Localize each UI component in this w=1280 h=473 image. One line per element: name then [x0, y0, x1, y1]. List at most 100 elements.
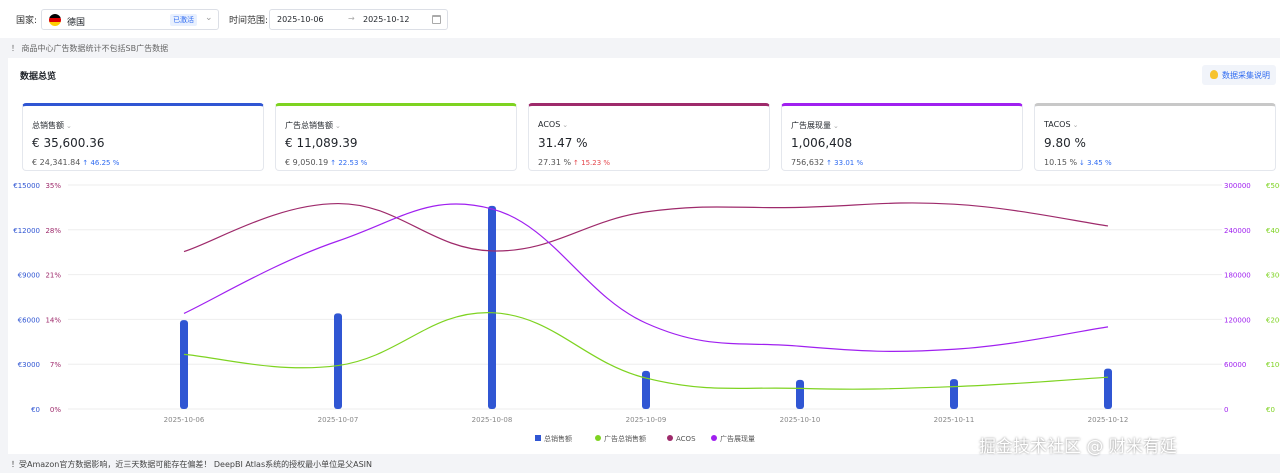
legend-marker [667, 435, 673, 441]
metric-previous: 27.31 % ↑ 15.23 % [538, 158, 611, 167]
axis-tick-label: 14% [45, 316, 61, 324]
metric-change: ↑ 22.53 % [330, 159, 368, 167]
axis-tick-label: 21% [45, 272, 61, 280]
arrow-right-icon: → [348, 14, 355, 23]
axis-tick-label: €5000 [1266, 182, 1280, 190]
bar-total-sales [796, 379, 804, 409]
x-tick-label: 2025-10-10 [780, 416, 821, 424]
metric-change: ↓ 3.45 % [1079, 159, 1112, 167]
ad-data-notice: ！ 商品中心广告数据统计不包括SB广告数据 [11, 44, 169, 53]
chevron-down-icon: ⌄ [205, 13, 213, 23]
filter-bar: 国家: 德国 已激活 ⌄ 时间范围: 2025-10-06 → 2025-10-… [0, 0, 1280, 38]
metric-card: 总销售额 ⌄ € 35,600.36 € 24,341.84 ↑ 46.25 % [22, 103, 264, 171]
x-tick-label: 2025-10-11 [934, 416, 975, 424]
bar-total-sales [334, 313, 342, 409]
axis-tick-label: 120000 [1224, 316, 1251, 324]
metric-card: TACOS ⌄ 9.80 % 10.15 % ↓ 3.45 % [1034, 103, 1276, 171]
axis-tick-label: €2000 [1266, 316, 1280, 324]
metric-previous: € 9,050.19 ↑ 22.53 % [285, 158, 368, 167]
chevron-down-icon[interactable]: ⌄ [335, 122, 341, 130]
axis-tick-label: 0 [1224, 406, 1228, 414]
series-line-广告总销售额 [183, 312, 1109, 390]
series-line-ACOS [183, 202, 1109, 253]
metric-value: 31.47 % [538, 136, 588, 150]
axis-tick-label: 60000 [1224, 361, 1246, 369]
metric-value: 1,006,408 [791, 136, 853, 150]
series-line-广告展现量 [183, 203, 1109, 353]
axis-tick-label: 180000 [1224, 272, 1251, 280]
axis-tick-label: €6000 [18, 316, 40, 324]
legend-label: 广告总销售额 [604, 434, 646, 443]
axis-tick-label: €3000 [1266, 272, 1280, 280]
bar-total-sales [642, 370, 650, 409]
metric-title[interactable]: 广告总销售额 ⌄ [285, 121, 341, 130]
country-value: 德国 [67, 18, 86, 28]
date-end[interactable]: 2025-10-12 [363, 15, 410, 24]
x-tick-label: 2025-10-12 [1088, 416, 1129, 424]
metric-card: 广告总销售额 ⌄ € 11,089.39 € 9,050.19 ↑ 22.53 % [275, 103, 517, 171]
metric-previous: 756,632 ↑ 33.01 % [791, 158, 864, 167]
data-collection-help-button[interactable]: 数据采集说明 [1202, 65, 1276, 85]
overview-chart: €0 €3000 €6000 €9000 €12000 €15000 0% 7% 14% 21% 2… [13, 182, 1280, 443]
axis-tick-label: 240000 [1224, 227, 1251, 235]
chevron-down-icon[interactable]: ⌄ [66, 122, 72, 130]
section-title: 数据总览 [20, 72, 57, 82]
watermark: 掘金技术社区 @ 财米有延 [979, 437, 1177, 457]
axis-tick-label: €1000 [1266, 361, 1280, 369]
axis-tick-label: 35% [45, 182, 61, 190]
footer-notice: ！受Amazon官方数据影响，近三天数据可能存在偏差！ DeepBI Atlas… [11, 460, 373, 469]
active-badge: 已激活 [170, 14, 197, 26]
metric-card: 广告展现量 ⌄ 1,006,408 756,632 ↑ 33.01 % [781, 103, 1023, 171]
metric-title[interactable]: 总销售额 ⌄ [32, 121, 72, 130]
date-range-picker[interactable]: 2025-10-06 → 2025-10-12 [269, 9, 448, 30]
legend-label: 总销售额 [544, 434, 572, 443]
date-range-label: 时间范围: [229, 16, 269, 26]
metric-change: ↑ 33.01 % [826, 159, 864, 167]
metric-title[interactable]: TACOS ⌄ [1044, 120, 1079, 129]
axis-tick-label: €15000 [13, 182, 40, 190]
metric-value: 9.80 % [1044, 136, 1086, 150]
axis-tick-label: €4000 [1266, 227, 1280, 235]
chevron-down-icon[interactable]: ⌄ [562, 121, 569, 129]
metric-value: € 35,600.36 [32, 136, 105, 150]
axis-tick-label: 7% [50, 361, 61, 369]
legend-marker [595, 435, 601, 441]
lightbulb-icon [1210, 70, 1218, 79]
metric-change: ↑ 46.25 % [82, 159, 120, 167]
metric-card: ACOS ⌄ 31.47 % 27.31 % ↑ 15.23 % [528, 103, 770, 171]
legend-label: ACOS [676, 435, 696, 443]
bar-total-sales [180, 320, 188, 409]
chevron-down-icon[interactable]: ⌄ [1072, 121, 1079, 129]
x-tick-label: 2025-10-06 [164, 416, 205, 424]
axis-tick-label: €12000 [13, 227, 40, 235]
axis-tick-label: €9000 [18, 272, 40, 280]
metric-title[interactable]: ACOS ⌄ [538, 120, 569, 129]
x-tick-label: 2025-10-08 [472, 416, 513, 424]
legend-label: 广告展现量 [720, 434, 755, 443]
help-button-label: 数据采集说明 [1222, 71, 1270, 80]
bar-total-sales [950, 379, 958, 409]
axis-tick-label: 28% [45, 227, 61, 235]
metric-value: € 11,089.39 [285, 136, 358, 150]
legend-marker [535, 435, 541, 441]
x-tick-label: 2025-10-09 [626, 416, 667, 424]
metric-previous: € 24,341.84 ↑ 46.25 % [32, 158, 120, 167]
bar-total-sales [488, 205, 496, 409]
metric-previous: 10.15 % ↓ 3.45 % [1044, 158, 1112, 167]
x-tick-label: 2025-10-07 [318, 416, 359, 424]
axis-tick-label: €0 [1266, 406, 1275, 414]
axis-tick-label: €0 [31, 406, 40, 414]
axis-tick-label: €3000 [18, 361, 40, 369]
axis-tick-label: 0% [50, 406, 61, 414]
bar-total-sales [1104, 368, 1112, 409]
metric-change: ↑ 15.23 % [573, 159, 611, 167]
country-label: 国家: [16, 16, 38, 26]
metric-title[interactable]: 广告展现量 ⌄ [791, 121, 839, 130]
chevron-down-icon[interactable]: ⌄ [833, 122, 839, 130]
date-start[interactable]: 2025-10-06 [277, 15, 324, 24]
legend-marker [711, 435, 717, 441]
germany-flag-icon [49, 14, 61, 26]
calendar-icon [432, 15, 441, 24]
country-select[interactable]: 德国 已激活 ⌄ [41, 9, 219, 30]
axis-tick-label: 300000 [1224, 182, 1251, 190]
